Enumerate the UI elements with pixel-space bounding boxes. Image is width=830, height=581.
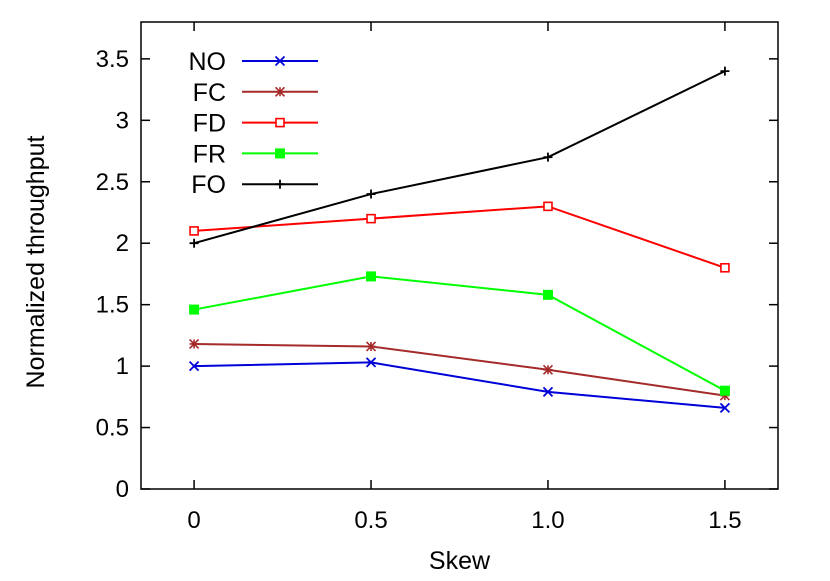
legend-marker: [275, 148, 285, 159]
data-point-fd: [720, 262, 730, 273]
data-point-no: [188, 360, 200, 372]
series-fr: [189, 271, 730, 396]
legend-marker: [274, 86, 286, 97]
x-tick-label: 0.5: [354, 507, 387, 534]
legend-label: FD: [193, 110, 226, 138]
y-tick-label: 0.5: [96, 415, 129, 442]
data-point-no: [542, 386, 554, 398]
data-point-fo: [720, 66, 730, 76]
legend-marker: [275, 117, 285, 128]
series-line-fd: [194, 205, 726, 269]
x-axis: 0 0.5 1.0 1.5: [187, 22, 742, 534]
y-tick-label: 1: [116, 353, 129, 380]
series-line-no: [194, 361, 726, 409]
legend-label: FC: [193, 79, 226, 107]
legend-marker: [275, 179, 285, 189]
data-point-fo: [366, 189, 376, 199]
data-point-fr: [542, 289, 553, 300]
series-no: [188, 357, 731, 414]
data-point-fr: [366, 271, 377, 282]
data-point-fo: [543, 152, 553, 162]
data-point-fc: [542, 364, 554, 375]
legend-item-fd: FD: [193, 110, 318, 138]
legend-item-fr: FR: [193, 140, 318, 168]
y-tick-label: 3.5: [96, 46, 129, 73]
legend-item-fc: FC: [193, 79, 318, 107]
legend-item-no: NO: [189, 48, 318, 76]
legend-item-fo: FO: [191, 171, 318, 199]
series-line-fc: [194, 342, 726, 397]
series-fo: [189, 66, 730, 248]
data-point-fr: [189, 304, 200, 315]
y-tick-label: 3: [116, 107, 129, 134]
y-tick-label: 2: [116, 230, 129, 257]
data-point-fd: [189, 226, 199, 236]
series-layer: [188, 66, 731, 414]
data-point-fd: [366, 213, 376, 224]
series-line-fo: [193, 70, 726, 245]
y-tick-label: 2.5: [96, 169, 129, 196]
y-axis: 0 0.5 1 1.5 2 2.5 3 3.5: [96, 46, 778, 503]
data-point-fc: [365, 341, 377, 352]
series-fd: [189, 201, 730, 273]
series-line-fr: [193, 275, 726, 392]
x-tick-label: 1.5: [708, 507, 741, 534]
legend-marker: [274, 55, 286, 67]
x-axis-label: Skew: [429, 547, 491, 575]
data-point-no: [719, 402, 731, 414]
legend-label: FO: [191, 171, 226, 199]
plot-frame: [140, 21, 779, 490]
data-point-fr: [719, 385, 730, 396]
legend-label: NO: [189, 48, 227, 76]
legend-label: FR: [193, 140, 226, 168]
data-point-fd: [543, 201, 553, 212]
data-point-fc: [189, 338, 200, 350]
y-tick-label: 0: [116, 476, 129, 503]
data-point-no: [365, 357, 377, 368]
y-axis-label: Normalized throughput: [22, 135, 50, 388]
x-tick-label: 1.0: [531, 507, 564, 534]
x-tick-label: 0: [187, 507, 200, 534]
y-tick-label: 1.5: [96, 292, 129, 319]
data-point-fo: [189, 238, 199, 248]
